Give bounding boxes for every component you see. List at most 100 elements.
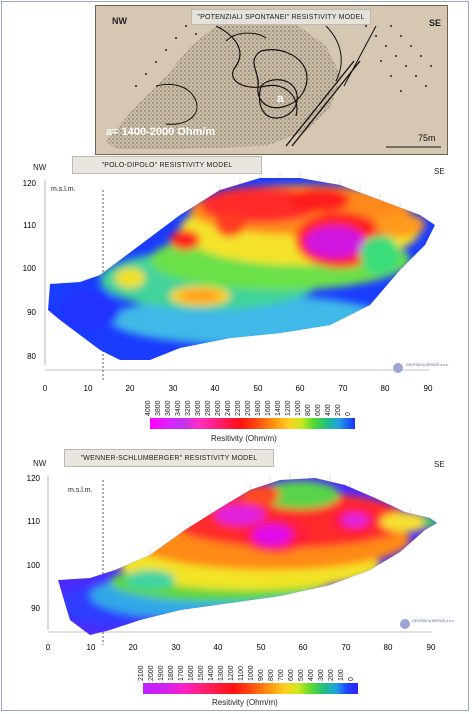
wenner-title: "WENNER-SCHLUMBERGER" RESISTIVITY MODEL: [64, 449, 274, 467]
contour-line: [253, 49, 308, 109]
panel1-x-tick: 70: [339, 384, 348, 393]
contour-line: [215, 25, 298, 117]
panel1-x-tick: 10: [84, 384, 93, 393]
panel1-x-tick: 80: [381, 384, 390, 393]
cb1-val: 2200: [235, 400, 242, 416]
panel2-x-tick: 60: [299, 643, 308, 652]
panel2-x-tick: 40: [214, 643, 223, 652]
cb1-val: 1000: [295, 400, 302, 416]
panel2-x-tick: 20: [129, 643, 138, 652]
panel2-x-tick: 50: [257, 643, 266, 652]
cb2-val: 500: [298, 669, 305, 681]
cb1-val: 3000: [195, 400, 202, 416]
map-title: "POTENZIALI SPONTANEI" RESISTIVITY MODEL: [191, 9, 371, 25]
panel2-elevation-unit: m.s.l.m.: [68, 487, 93, 494]
panel1-y-tick: 120: [23, 179, 37, 188]
cb1-val: 200: [335, 404, 342, 416]
cb2-val: 400: [308, 669, 315, 681]
panel2-x-tick: 10: [87, 643, 96, 652]
cb2-val: 2100: [138, 665, 145, 681]
panel1-colorbar: [150, 418, 355, 429]
panel2-nw-label: NW: [33, 459, 47, 468]
panel1-x-tick: 90: [424, 384, 433, 393]
cb2-val: 1000: [248, 665, 255, 681]
cb2-val: 200: [328, 669, 335, 681]
panel1-y-tick: 90: [27, 308, 36, 317]
cb2-val: 700: [278, 669, 285, 681]
panel1-x-tick: 30: [169, 384, 178, 393]
cb1-val: 2800: [205, 400, 212, 416]
panel2-colorbar-label: Resitivity (Ohm/m): [212, 698, 278, 707]
panel2-x-tick: 30: [172, 643, 181, 652]
panel2-se-label: SE: [434, 460, 445, 469]
resistivity-annotation: a= 1400-2000 Ohm/m: [106, 126, 216, 138]
cb1-val: 400: [325, 404, 332, 416]
cb1-val: 1200: [285, 400, 292, 416]
cb2-val: 1900: [158, 665, 165, 681]
cb1-val: 3400: [175, 400, 182, 416]
anomaly-letter: a: [277, 91, 284, 105]
contour-line: [325, 25, 342, 82]
cb2-val: 1700: [178, 665, 185, 681]
panel1-x-tick: 20: [126, 384, 135, 393]
panel1-y-tick: 80: [27, 352, 36, 361]
panel1-x-tick: 50: [254, 384, 263, 393]
panel2-colorbar: [143, 683, 358, 694]
cb1-val: 600: [315, 404, 322, 416]
panel2-logo: GEOFISICA SERVIZI s.n.c.: [400, 619, 455, 629]
contour-line: [258, 79, 298, 119]
cb1-val: 1600: [265, 400, 272, 416]
cb1-val: 4000: [145, 400, 152, 416]
panel1-logo: GEOFISICA SERVIZI s.n.c.: [393, 363, 449, 373]
cb2-val: 600: [288, 669, 295, 681]
panel2-y-tick: 90: [31, 604, 40, 613]
panel1-colorbar-label: Resitivity (Ohm/m): [211, 434, 277, 443]
panel1-se-label: SE: [434, 167, 445, 176]
cb1-val: 2600: [215, 400, 222, 416]
cb2-val: 300: [318, 669, 325, 681]
panel2-x-tick: 80: [384, 643, 393, 652]
fault-line: [291, 60, 361, 147]
potenziali-map: "POTENZIALI SPONTANEI" RESISTIVITY MODEL…: [95, 5, 448, 155]
panel2-y-tick: 120: [27, 474, 41, 483]
cb1-val: 2000: [245, 400, 252, 416]
polo-dipolo-section: 120 110 100 90 80 0 10 20 30 40 50 60 70…: [23, 172, 449, 393]
cb1-val: 3200: [185, 400, 192, 416]
cb2-val: 100: [338, 669, 345, 681]
panel2-x-tick: 0: [46, 643, 51, 652]
cb2-val: 2000: [148, 665, 155, 681]
panel2-x-tick: 90: [427, 643, 436, 652]
panel2-colorbar-values: 2100 2000 1900 1800 1700 1600 1500 1400 …: [138, 651, 360, 681]
contour-line: [225, 32, 267, 42]
cb1-val: 2400: [225, 400, 232, 416]
cb1-val: 0: [345, 412, 352, 416]
nw-label: NW: [112, 16, 127, 26]
cb2-val: 1500: [198, 665, 205, 681]
cb2-val: 1300: [218, 665, 225, 681]
contour-line: [155, 83, 198, 125]
panel1-x-tick: 60: [296, 384, 305, 393]
panel1-nw-label: NW: [33, 163, 47, 172]
cb2-val: 900: [258, 669, 265, 681]
cb2-val: 1100: [238, 665, 245, 681]
panel1-x-tick: 40: [211, 384, 220, 393]
fault-line: [285, 60, 355, 147]
fault-line: [343, 25, 377, 87]
cb2-val: 1200: [228, 665, 235, 681]
cb1-val: 3800: [155, 400, 162, 416]
cb2-val: 1800: [168, 665, 175, 681]
svg-text:GEOFISICA SERVIZI s.n.c.: GEOFISICA SERVIZI s.n.c.: [406, 363, 449, 367]
panel2-electrodes: [149, 472, 411, 555]
cb1-val: 1400: [275, 400, 282, 416]
map-drawing: [96, 6, 447, 154]
wenner-section: 120 110 100 90 0 10 20 30 40 50 60 70 80…: [27, 472, 455, 652]
panel2-y-tick: 110: [27, 517, 40, 526]
panel1-y-tick: 110: [23, 221, 36, 230]
cb2-val: 1400: [208, 665, 215, 681]
panel1-y-tick: 100: [23, 264, 37, 273]
panel1-electrodes: [219, 172, 401, 208]
cb1-val: 800: [305, 404, 312, 416]
se-label: SE: [429, 18, 442, 28]
panel1-x-tick: 0: [43, 384, 48, 393]
cb1-val: 3600: [165, 400, 172, 416]
